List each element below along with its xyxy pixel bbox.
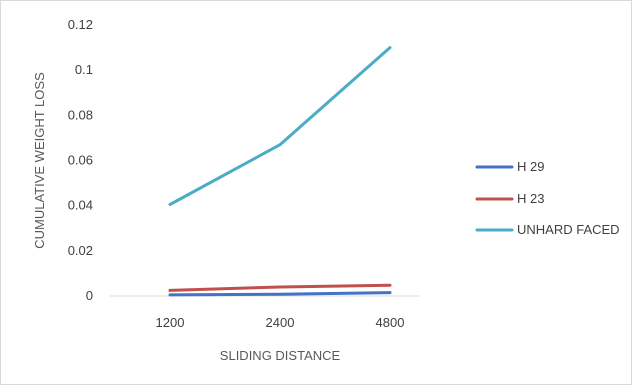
series-lines [168,46,392,297]
y-axis-ticks: 0 0.02 0.04 0.06 0.08 0.1 0.12 [68,17,93,303]
y-tick-label: 0.1 [75,62,93,77]
x-axis-label: SLIDING DISTANCE [220,348,341,363]
series-line-1 [168,291,392,297]
y-axis-label: CUMULATIVE WEIGHT LOSS [32,72,47,249]
legend: H 29 H 23 UNHARD FACED [475,159,620,237]
legend-label-1: H 29 [517,159,544,174]
y-tick-label: 0.02 [68,243,93,258]
x-tick-label: 2400 [266,315,295,330]
y-tick-label: 0.12 [68,17,93,32]
y-tick-label: 0.08 [68,107,93,122]
legend-label-2: H 23 [517,191,544,206]
x-axis-ticks: 1200 2400 4800 [156,315,405,330]
series-line-3 [168,46,392,206]
y-tick-label: 0.06 [68,153,93,168]
x-tick-label: 4800 [376,315,405,330]
x-tick-label: 1200 [156,315,185,330]
y-tick-label: 0.04 [68,198,93,213]
y-tick-label: 0 [86,288,93,303]
series-line-2 [168,283,392,292]
legend-label-3: UNHARD FACED [517,222,620,237]
